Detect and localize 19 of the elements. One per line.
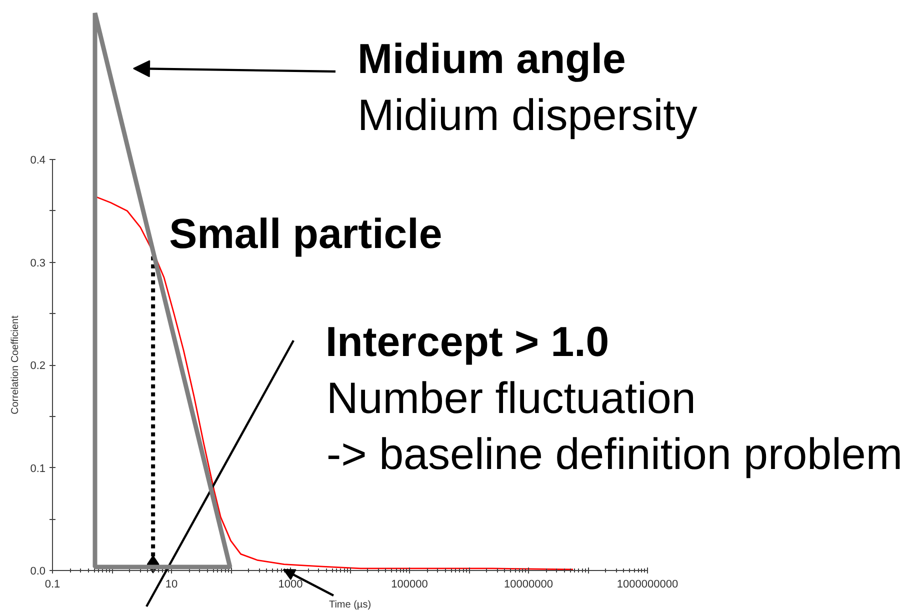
text: Midium angle xyxy=(358,35,626,82)
x-tick-label: 1000 xyxy=(278,578,303,590)
annotation: -> baseline definition problem xyxy=(326,430,903,479)
y-axis-title: Correlation Coefficient xyxy=(10,315,22,414)
x-tick-label: 1000000000 xyxy=(616,578,678,590)
annotation: Number fluctuation xyxy=(326,374,696,423)
text: Midium dispersity xyxy=(358,91,698,140)
x-tick-label: 0.1 xyxy=(44,578,60,590)
annotation: Small particle xyxy=(169,210,442,257)
x-tick-label: 100000 xyxy=(391,578,428,590)
y-tick-label: 0.3 xyxy=(30,257,46,270)
y-tick-label: 0.1 xyxy=(30,462,46,475)
y-tick-label: 0.4 xyxy=(30,154,46,166)
x-axis-title: Time (µs) xyxy=(328,600,372,610)
y-tick-label: 0.0 xyxy=(30,566,46,578)
y-tick-label: 0.2 xyxy=(30,360,46,372)
x-tick-label: 10000000 xyxy=(504,578,553,590)
x-tick-label: 10 xyxy=(165,578,178,590)
annotation: Intercept > 1.0 xyxy=(326,318,610,365)
